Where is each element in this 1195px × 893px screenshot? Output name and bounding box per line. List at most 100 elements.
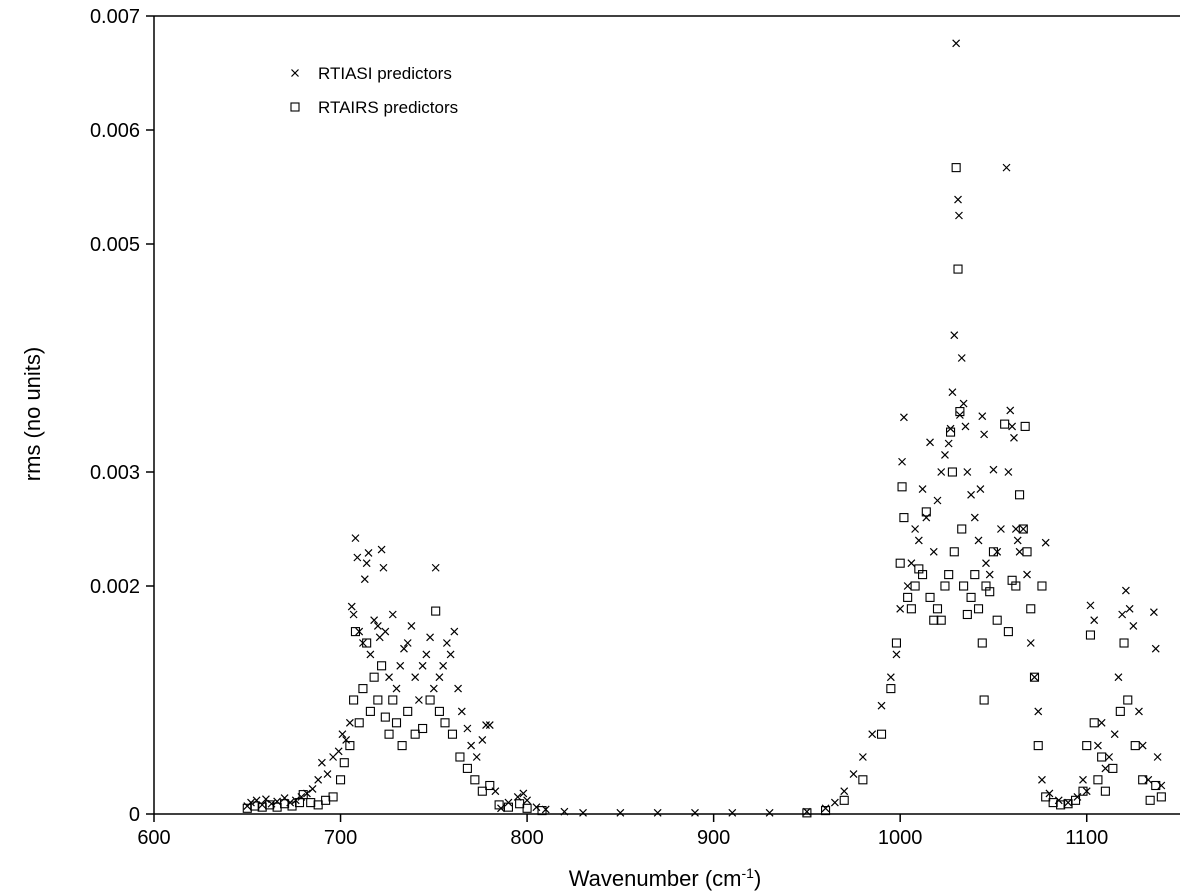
x-marker-point [1110, 730, 1119, 739]
square-marker-point [910, 581, 920, 591]
x-marker-point [342, 735, 351, 744]
square-marker-point [962, 609, 972, 620]
legend-marker [291, 69, 299, 77]
y-axis-label: rms (no units) [20, 347, 45, 481]
x-marker-point [338, 730, 347, 739]
x-tick-label: 900 [697, 827, 730, 849]
x-marker-point [429, 684, 438, 693]
x-marker-point [1013, 536, 1022, 545]
square-marker-point [298, 790, 308, 800]
square-marker-point [388, 695, 398, 705]
x-marker-point [886, 673, 895, 682]
y-tick-label: 0.003 [90, 462, 140, 484]
x-marker-point [334, 747, 343, 756]
square-marker-point [886, 684, 896, 694]
x-marker-point [457, 707, 466, 716]
x-marker-point [1149, 608, 1158, 617]
x-marker-point [955, 211, 963, 220]
x-marker-point [899, 413, 908, 422]
square-marker-point [957, 524, 967, 534]
x-marker-point [840, 787, 849, 796]
x-marker-point [616, 808, 625, 817]
x-marker-point [504, 798, 513, 807]
x-marker-point [911, 525, 920, 533]
x-marker-point [982, 559, 990, 568]
x-marker-point [472, 753, 481, 761]
x-marker-point [454, 684, 462, 693]
x-tick-label: 1000 [878, 827, 923, 849]
x-marker-point [967, 490, 975, 499]
square-marker-point [515, 799, 525, 809]
square-marker-point [1108, 763, 1118, 773]
square-marker-point [313, 800, 323, 810]
x-marker-point [959, 399, 968, 408]
x-marker-point [961, 422, 970, 431]
x-marker-point [482, 721, 490, 730]
square-marker-point [1033, 741, 1043, 751]
square-marker-point [973, 604, 984, 614]
x-marker-point [1097, 718, 1106, 727]
x-marker-point [691, 808, 699, 817]
x-marker-point [280, 794, 289, 802]
x-marker-point [1038, 775, 1046, 784]
square-marker-point [434, 706, 444, 716]
x-marker-point [446, 650, 455, 659]
legend-marker [290, 102, 300, 112]
x-marker-point [345, 718, 354, 727]
square-marker-point [925, 592, 935, 602]
square-marker-point [936, 615, 946, 625]
square-marker-point [953, 264, 963, 274]
square-marker-point [945, 427, 956, 437]
y-tick-label: 0 [129, 804, 140, 826]
square-marker-point [821, 806, 831, 816]
x-marker-point [1135, 707, 1143, 716]
x-marker-point [523, 796, 532, 805]
square-marker-point [431, 606, 441, 616]
x-marker-point [560, 807, 569, 816]
square-marker-point [365, 706, 375, 716]
square-marker-point [397, 741, 407, 751]
square-marker-point [1003, 627, 1013, 637]
x-marker-point [970, 513, 979, 522]
square-marker-point [1093, 775, 1103, 785]
square-marker-point [858, 775, 868, 785]
square-marker-point [447, 729, 458, 739]
square-marker-point [410, 729, 420, 739]
x-marker-point [314, 775, 323, 784]
plot-frame [153, 15, 1180, 815]
x-marker-point [1004, 468, 1013, 476]
square-marker-point [932, 604, 943, 614]
x-marker-point [937, 468, 946, 476]
square-marker-point [477, 786, 487, 796]
x-marker-point [426, 633, 435, 642]
x-marker-point [258, 800, 267, 809]
x-marker-point [1041, 538, 1050, 547]
square-marker-point [1037, 581, 1047, 591]
x-marker-point [877, 701, 886, 710]
square-marker-point [494, 800, 504, 810]
square-marker-point [485, 780, 495, 791]
square-marker-point [1119, 638, 1129, 648]
square-marker-point [1082, 741, 1092, 751]
x-marker-point [392, 684, 401, 693]
x-marker-point [989, 465, 998, 474]
square-marker-point [1078, 786, 1088, 796]
square-marker-point [802, 808, 812, 818]
square-marker-point [949, 547, 959, 557]
square-marker-point [522, 803, 532, 813]
square-marker-point [955, 407, 965, 417]
x-tick-label: 700 [324, 827, 357, 849]
x-marker-point [1015, 547, 1024, 556]
series-2 [242, 163, 1166, 818]
x-marker-point [373, 621, 382, 630]
x-marker-point [1157, 781, 1166, 790]
x-marker-point [926, 438, 934, 447]
x-marker-point [929, 547, 938, 556]
square-marker-point [384, 729, 394, 739]
square-marker-point [1100, 786, 1110, 796]
x-marker-point [896, 604, 905, 613]
square-marker-point [970, 570, 980, 580]
x-marker-point [442, 639, 451, 647]
x-marker-point [381, 627, 390, 636]
x-marker-point [377, 545, 386, 554]
